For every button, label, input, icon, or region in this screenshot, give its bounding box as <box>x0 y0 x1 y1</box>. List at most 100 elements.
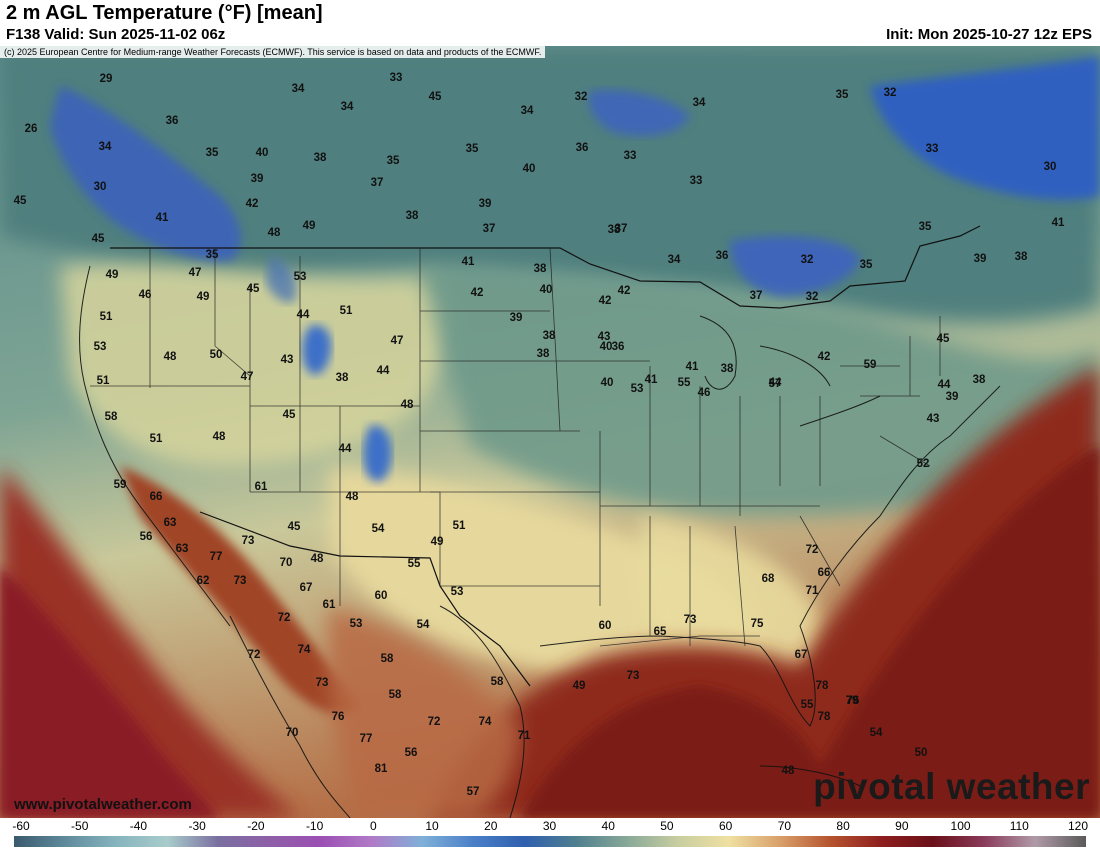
temperature-label: 44 <box>938 379 951 391</box>
temperature-label: 38 <box>314 152 327 164</box>
temperature-label: 59 <box>864 359 877 371</box>
temperature-label: 42 <box>618 285 631 297</box>
temperature-map[interactable]: 29 26 34 30 45 36 35 34 33 34 40 39 38 35 37 42 41 45 48 49… <box>0 46 1100 818</box>
temperature-label: 39 <box>974 253 987 265</box>
ocean-temperature-label: 73 <box>627 670 640 682</box>
temperature-label: 43 <box>281 354 294 366</box>
temperature-label: 67 <box>300 582 313 594</box>
temperature-label: 44 <box>339 443 352 455</box>
temperature-label: 47 <box>391 335 404 347</box>
temperature-label: 47 <box>189 267 202 279</box>
temperature-label: 66 <box>818 567 831 579</box>
temperature-label: 51 <box>340 305 353 317</box>
website-link[interactable]: www.pivotalweather.com <box>14 796 192 813</box>
temperature-label: 37 <box>371 177 384 189</box>
temperature-label: 35 <box>206 147 219 159</box>
temperature-label: 42 <box>599 295 612 307</box>
temperature-label: 73 <box>316 677 329 689</box>
temperature-label: 55 <box>408 558 421 570</box>
temperature-label: 38 <box>406 210 419 222</box>
temperature-label: 37 <box>483 223 496 235</box>
temperature-label: 38 <box>543 330 556 342</box>
temperature-label: 35 <box>860 259 873 271</box>
temperature-label: 72 <box>278 612 291 624</box>
temperature-label: 34 <box>99 141 112 153</box>
temperature-label: 34 <box>292 83 305 95</box>
temperature-label: 44 <box>297 309 310 321</box>
temperature-label: 58 <box>491 676 504 688</box>
temperature-label: 45 <box>92 233 105 245</box>
temperature-label: 76 <box>847 695 860 707</box>
colorbar-tick-label: 70 <box>777 819 792 833</box>
temperature-label: 58 <box>105 411 118 423</box>
temperature-label: 45 <box>14 195 27 207</box>
temperature-label: 35 <box>387 155 400 167</box>
temperature-label: 36 <box>576 142 589 154</box>
temperature-label: 40 <box>601 377 614 389</box>
temperature-label: 32 <box>806 291 819 303</box>
temperature-label: 54 <box>417 619 430 631</box>
temperature-label: 36 <box>166 115 179 127</box>
temperature-label: 71 <box>806 585 819 597</box>
temperature-label: 51 <box>100 311 113 323</box>
temperature-label: 32 <box>801 254 814 266</box>
temperature-label: 49 <box>431 536 444 548</box>
temperature-label: 54 <box>372 523 385 535</box>
temperature-label: 45 <box>288 521 301 533</box>
temperature-label: 32 <box>884 87 897 99</box>
temperature-label: 38 <box>608 224 621 236</box>
temperature-label: 33 <box>690 175 703 187</box>
temperature-label: 41 <box>686 361 699 373</box>
temperature-label: 55 <box>801 699 814 711</box>
temperature-label: 61 <box>323 599 336 611</box>
temperature-label: 50 <box>915 747 928 759</box>
temperature-label: 44 <box>377 365 390 377</box>
temperature-label: 74 <box>298 644 311 656</box>
colorbar-strip <box>14 836 1086 847</box>
temperature-label: 53 <box>294 271 307 283</box>
map-title: 2 m AGL Temperature (°F) [mean] <box>6 2 323 24</box>
temperature-label: 70 <box>286 727 299 739</box>
temperature-label: 37 <box>750 290 763 302</box>
colorbar-tick-label: 60 <box>718 819 733 833</box>
temperature-label: 40 <box>256 147 269 159</box>
temperature-label: 71 <box>518 730 531 742</box>
temperature-label: 48 <box>164 351 177 363</box>
temperature-label: 43 <box>927 413 940 425</box>
colorbar-tick-label: 90 <box>895 819 909 833</box>
temperature-label: 67 <box>795 649 808 661</box>
temperature-label: 35 <box>919 221 932 233</box>
temperature-label: 33 <box>624 150 637 162</box>
colorbar-labels: -60 -50 -40 -30 -20 -10 0 10 20 30 40 50 60 70 80 90 100… <box>0 819 1100 833</box>
temperature-label: 39 <box>479 198 492 210</box>
temperature-label: 60 <box>599 620 612 632</box>
temperature-label: 48 <box>213 431 226 443</box>
temperature-label: 45 <box>247 283 260 295</box>
temperature-label: 41 <box>462 256 475 268</box>
temperature-label: 55 <box>678 377 691 389</box>
temperature-label: 54 <box>870 727 883 739</box>
temperature-label: 40 <box>600 341 613 353</box>
temperature-label: 66 <box>150 491 163 503</box>
temperature-label: 53 <box>451 586 464 598</box>
brand-logo: pivotal weather <box>813 766 1090 807</box>
temperature-label: 49 <box>106 269 119 281</box>
temperature-label: 53 <box>350 618 363 630</box>
temperature-label: 39 <box>510 312 523 324</box>
colorbar-tick-label: -20 <box>247 819 265 833</box>
temperature-label: 42 <box>246 198 259 210</box>
colorbar-tick-label: 120 <box>1067 819 1089 833</box>
temperature-label: 41 <box>156 212 169 224</box>
temperature-label: 45 <box>429 91 442 103</box>
temperature-label: 30 <box>1044 161 1057 173</box>
temperature-label: 45 <box>937 333 950 345</box>
temperature-label: 75 <box>751 618 764 630</box>
temperature-label: 38 <box>336 372 349 384</box>
colorbar-tick-label: 80 <box>836 819 850 833</box>
temperature-label: 76 <box>332 711 345 723</box>
colorbar-tick-label: -50 <box>71 819 89 833</box>
temperature-label: 51 <box>150 433 163 445</box>
temperature-label: 65 <box>654 626 667 638</box>
temperature-label: 48 <box>346 491 359 503</box>
temperature-label: 51 <box>97 375 110 387</box>
